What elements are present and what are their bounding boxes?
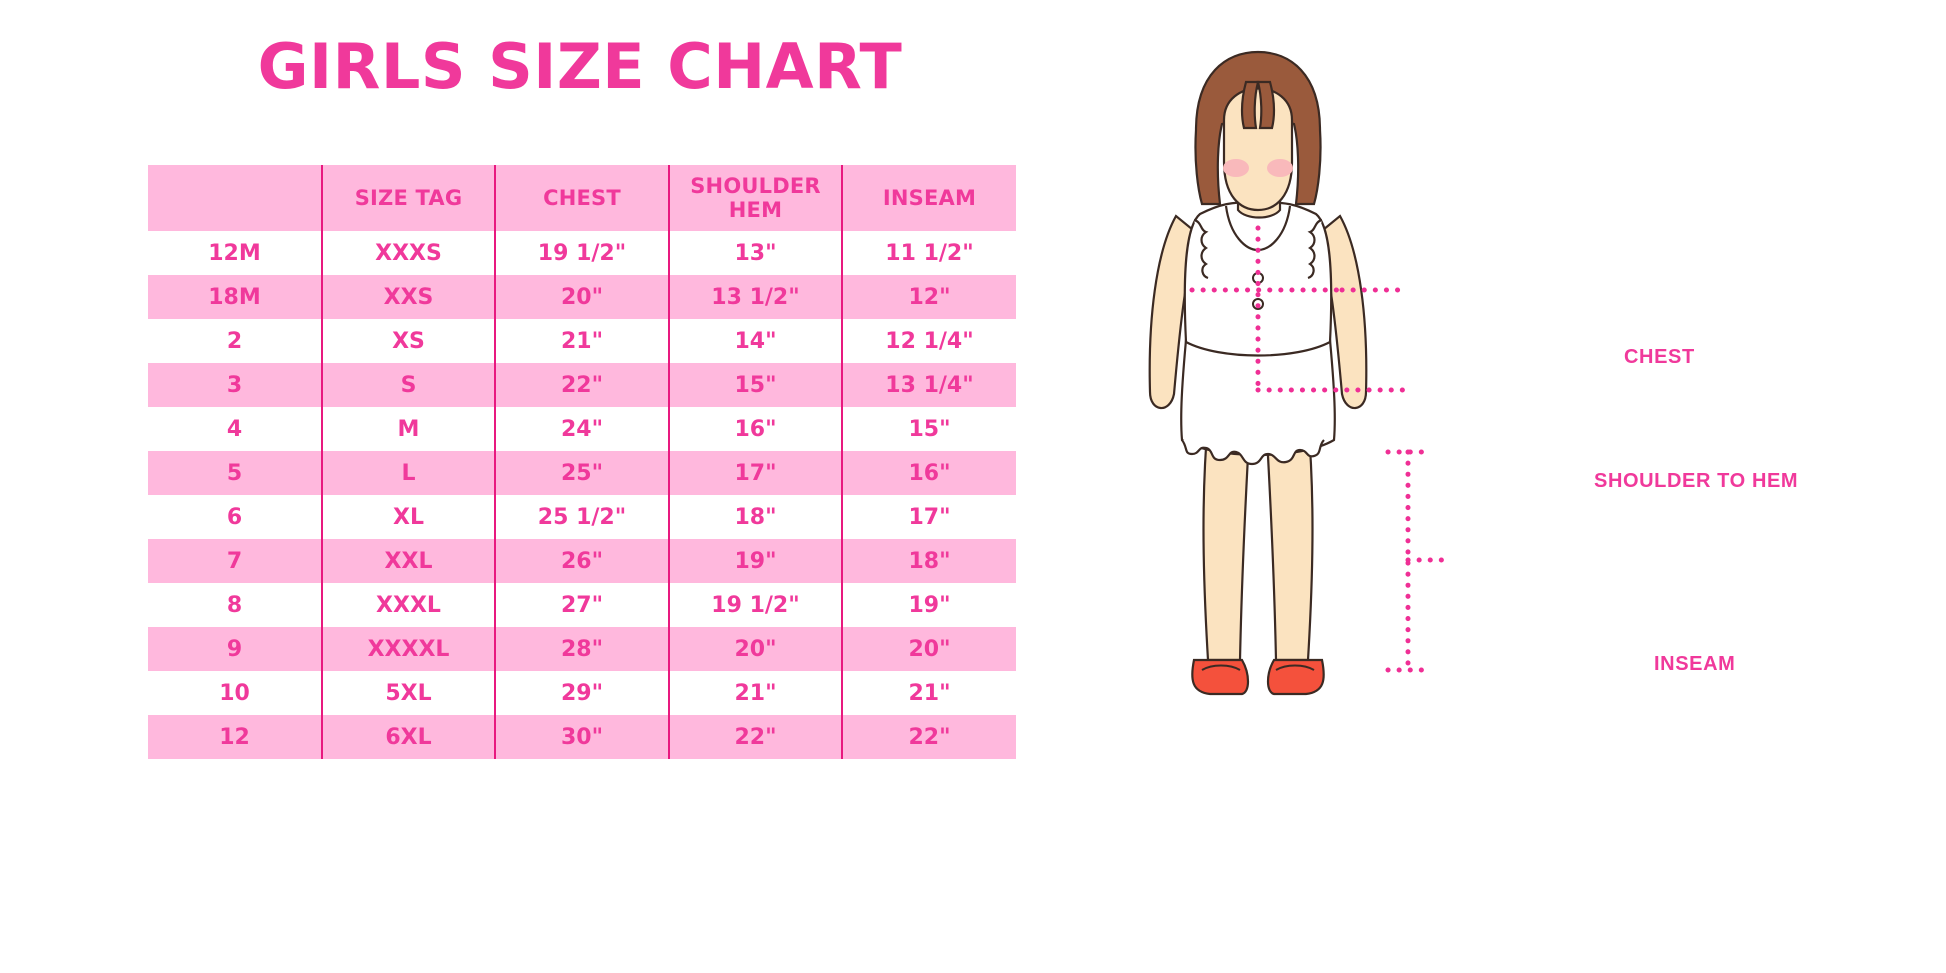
cell-chest: 24" [494,407,669,451]
cell-shoulder-hem: 19 1/2" [668,583,842,627]
cell-chest: 21" [494,319,669,363]
cell-size: 2 [148,319,322,363]
cell-size-tag: 6XL [321,715,495,759]
cell-inseam: 20" [841,627,1016,671]
cell-size: 3 [148,363,322,407]
cell-inseam: 17" [841,495,1016,539]
cell-shoulder-hem: 22" [668,715,842,759]
cell-shoulder-hem: 18" [668,495,842,539]
page-title: GIRLS SIZE CHART [257,30,903,103]
cell-size: 4 [148,407,322,451]
table-row: 2 XS 21" 14" 12 1/4" [148,319,1016,363]
table-row: 5 L 25" 17" 16" [148,451,1016,495]
table-row: 18M XXS 20" 13 1/2" 12" [148,275,1016,319]
cell-inseam: 15" [841,407,1016,451]
column-header-chest: CHEST [494,165,669,231]
cell-inseam: 12 1/4" [841,319,1016,363]
cell-size: 12M [148,231,322,275]
cell-size: 8 [148,583,322,627]
top-garment-shape [1183,200,1333,357]
table-header: SIZE TAG CHEST SHOULDER HEM INSEAM [148,165,1016,231]
cell-size-tag: M [321,407,495,451]
cell-size: 18M [148,275,322,319]
cell-inseam: 12" [841,275,1016,319]
cell-shoulder-hem: 16" [668,407,842,451]
cell-inseam: 19" [841,583,1016,627]
cell-size-tag: XXS [321,275,495,319]
cell-inseam: 11 1/2" [841,231,1016,275]
table-row: 4 M 24" 16" 15" [148,407,1016,451]
table-row: 12 6XL 30" 22" 22" [148,715,1016,759]
size-chart-table-container: SIZE TAG CHEST SHOULDER HEM INSEAM 12M XX… [148,165,1016,759]
cell-chest: 26" [494,539,669,583]
column-header-shoulder-hem: SHOULDER HEM [668,165,842,231]
table-row: 10 5XL 29" 21" 21" [148,671,1016,715]
cell-size: 10 [148,671,322,715]
cell-chest: 28" [494,627,669,671]
cell-inseam: 22" [841,715,1016,759]
cell-size-tag: L [321,451,495,495]
table-row: 12M XXXS 19 1/2" 13" 11 1/2" [148,231,1016,275]
cell-chest: 25" [494,451,669,495]
cell-inseam: 16" [841,451,1016,495]
cell-chest: 30" [494,715,669,759]
cell-size-tag: XL [321,495,495,539]
cell-inseam: 18" [841,539,1016,583]
head-shape [1194,50,1322,219]
callout-label-shoulder-to-hem: SHOULDER TO HEM [1594,470,1799,492]
table-body: 12M XXXS 19 1/2" 13" 11 1/2" 18M XXS 20" 13 1/2"… [148,231,1016,759]
girl-figure-illustration: .sk { fill:#fbe3c0; stroke:#3b2a23; stro… [1090,20,1510,720]
callout-label-chest: CHEST [1624,346,1695,368]
cell-shoulder-hem: 21" [668,671,842,715]
cell-size-tag: XXXS [321,231,495,275]
cell-shoulder-hem: 15" [668,363,842,407]
table-row: 9 XXXXL 28" 20" 20" [148,627,1016,671]
cell-size-tag: XS [321,319,495,363]
cell-shoulder-hem: 14" [668,319,842,363]
legs-shape [1202,418,1314,662]
table-row: 6 XL 25 1/2" 18" 17" [148,495,1016,539]
cell-size-tag: S [321,363,495,407]
cell-shoulder-hem: 13" [668,231,842,275]
measurement-guides [1189,225,1455,673]
shoes-shape [1191,658,1325,696]
cell-size: 7 [148,539,322,583]
cell-inseam: 21" [841,671,1016,715]
skirt-shape [1180,338,1336,466]
cell-inseam: 13 1/4" [841,363,1016,407]
column-header-inseam: INSEAM [841,165,1016,231]
cell-chest: 20" [494,275,669,319]
column-header-size [148,165,322,231]
size-chart-table: SIZE TAG CHEST SHOULDER HEM INSEAM 12M XX… [148,165,1016,759]
cell-shoulder-hem: 13 1/2" [668,275,842,319]
callout-label-inseam: INSEAM [1654,653,1736,675]
table-row: 8 XXXL 27" 19 1/2" 19" [148,583,1016,627]
cell-shoulder-hem: 17" [668,451,842,495]
table-row: 7 XXL 26" 19" 18" [148,539,1016,583]
cell-chest: 19 1/2" [494,231,669,275]
cell-size-tag: 5XL [321,671,495,715]
cell-size-tag: XXXXL [321,627,495,671]
cell-size: 12 [148,715,322,759]
cell-chest: 25 1/2" [494,495,669,539]
cell-size: 6 [148,495,322,539]
header-row: SIZE TAG CHEST SHOULDER HEM INSEAM [148,165,1016,231]
cell-size-tag: XXXL [321,583,495,627]
cell-size: 5 [148,451,322,495]
cell-size: 9 [148,627,322,671]
cell-shoulder-hem: 20" [668,627,842,671]
cell-size-tag: XXL [321,539,495,583]
column-header-size-tag: SIZE TAG [321,165,495,231]
table-row: 3 S 22" 15" 13 1/4" [148,363,1016,407]
cell-chest: 29" [494,671,669,715]
cell-chest: 27" [494,583,669,627]
cell-shoulder-hem: 19" [668,539,842,583]
cell-chest: 22" [494,363,669,407]
